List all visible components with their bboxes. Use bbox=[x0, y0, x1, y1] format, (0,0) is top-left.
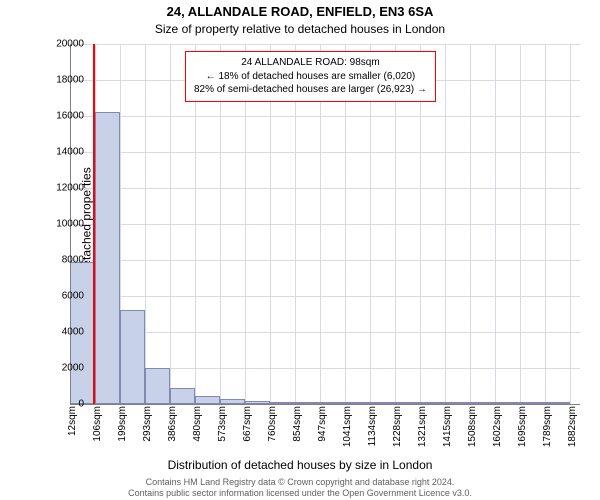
attribution-line2: Contains public sector information licen… bbox=[128, 488, 472, 498]
gridline-y bbox=[70, 116, 580, 117]
attribution: Contains HM Land Registry data © Crown c… bbox=[0, 477, 600, 498]
marker-line bbox=[93, 44, 95, 404]
annotation-line3: 82% of semi-detached houses are larger (… bbox=[194, 83, 427, 97]
histogram-bar bbox=[95, 112, 120, 404]
gridline-x bbox=[470, 44, 471, 404]
ytick-label: 0 bbox=[44, 399, 84, 410]
chart-subtitle: Size of property relative to detached ho… bbox=[0, 22, 600, 36]
ytick-label: 6000 bbox=[44, 291, 84, 302]
plot-area: 24 ALLANDALE ROAD: 98sqm← 18% of detache… bbox=[70, 44, 580, 404]
ytick-label: 20000 bbox=[44, 39, 84, 50]
gridline-y bbox=[70, 44, 580, 45]
gridline-x bbox=[145, 44, 146, 404]
plot-inner: 24 ALLANDALE ROAD: 98sqm← 18% of detache… bbox=[70, 44, 580, 404]
annotation-line2: ← 18% of detached houses are smaller (6,… bbox=[194, 70, 427, 84]
ytick-label: 2000 bbox=[44, 363, 84, 374]
gridline-x bbox=[495, 44, 496, 404]
gridline-x bbox=[545, 44, 546, 404]
gridline-x bbox=[170, 44, 171, 404]
histogram-bar bbox=[120, 310, 145, 404]
annotation-line1: 24 ALLANDALE ROAD: 98sqm bbox=[194, 56, 427, 70]
chart-container: 24, ALLANDALE ROAD, ENFIELD, EN3 6SA Siz… bbox=[0, 0, 600, 500]
ytick-label: 14000 bbox=[44, 147, 84, 158]
gridline-y bbox=[70, 188, 580, 189]
histogram-bar bbox=[195, 396, 220, 404]
gridline-y bbox=[70, 152, 580, 153]
ytick-label: 10000 bbox=[44, 219, 84, 230]
ytick-label: 8000 bbox=[44, 255, 84, 266]
ytick-label: 12000 bbox=[44, 183, 84, 194]
x-axis-label: Distribution of detached houses by size … bbox=[0, 458, 600, 472]
ytick-label: 18000 bbox=[44, 75, 84, 86]
gridline-y bbox=[70, 332, 580, 333]
attribution-line1: Contains HM Land Registry data © Crown c… bbox=[146, 477, 455, 487]
gridline-x bbox=[570, 44, 571, 404]
gridline-x bbox=[520, 44, 521, 404]
gridline-y bbox=[70, 224, 580, 225]
histogram-bar bbox=[170, 388, 195, 404]
histogram-bar bbox=[145, 368, 170, 404]
ytick-label: 16000 bbox=[44, 111, 84, 122]
chart-title: 24, ALLANDALE ROAD, ENFIELD, EN3 6SA bbox=[0, 4, 600, 19]
axis-x bbox=[70, 404, 580, 405]
gridline-y bbox=[70, 296, 580, 297]
gridline-y bbox=[70, 260, 580, 261]
ytick-label: 4000 bbox=[44, 327, 84, 338]
annotation-box: 24 ALLANDALE ROAD: 98sqm← 18% of detache… bbox=[185, 51, 436, 102]
gridline-x bbox=[445, 44, 446, 404]
